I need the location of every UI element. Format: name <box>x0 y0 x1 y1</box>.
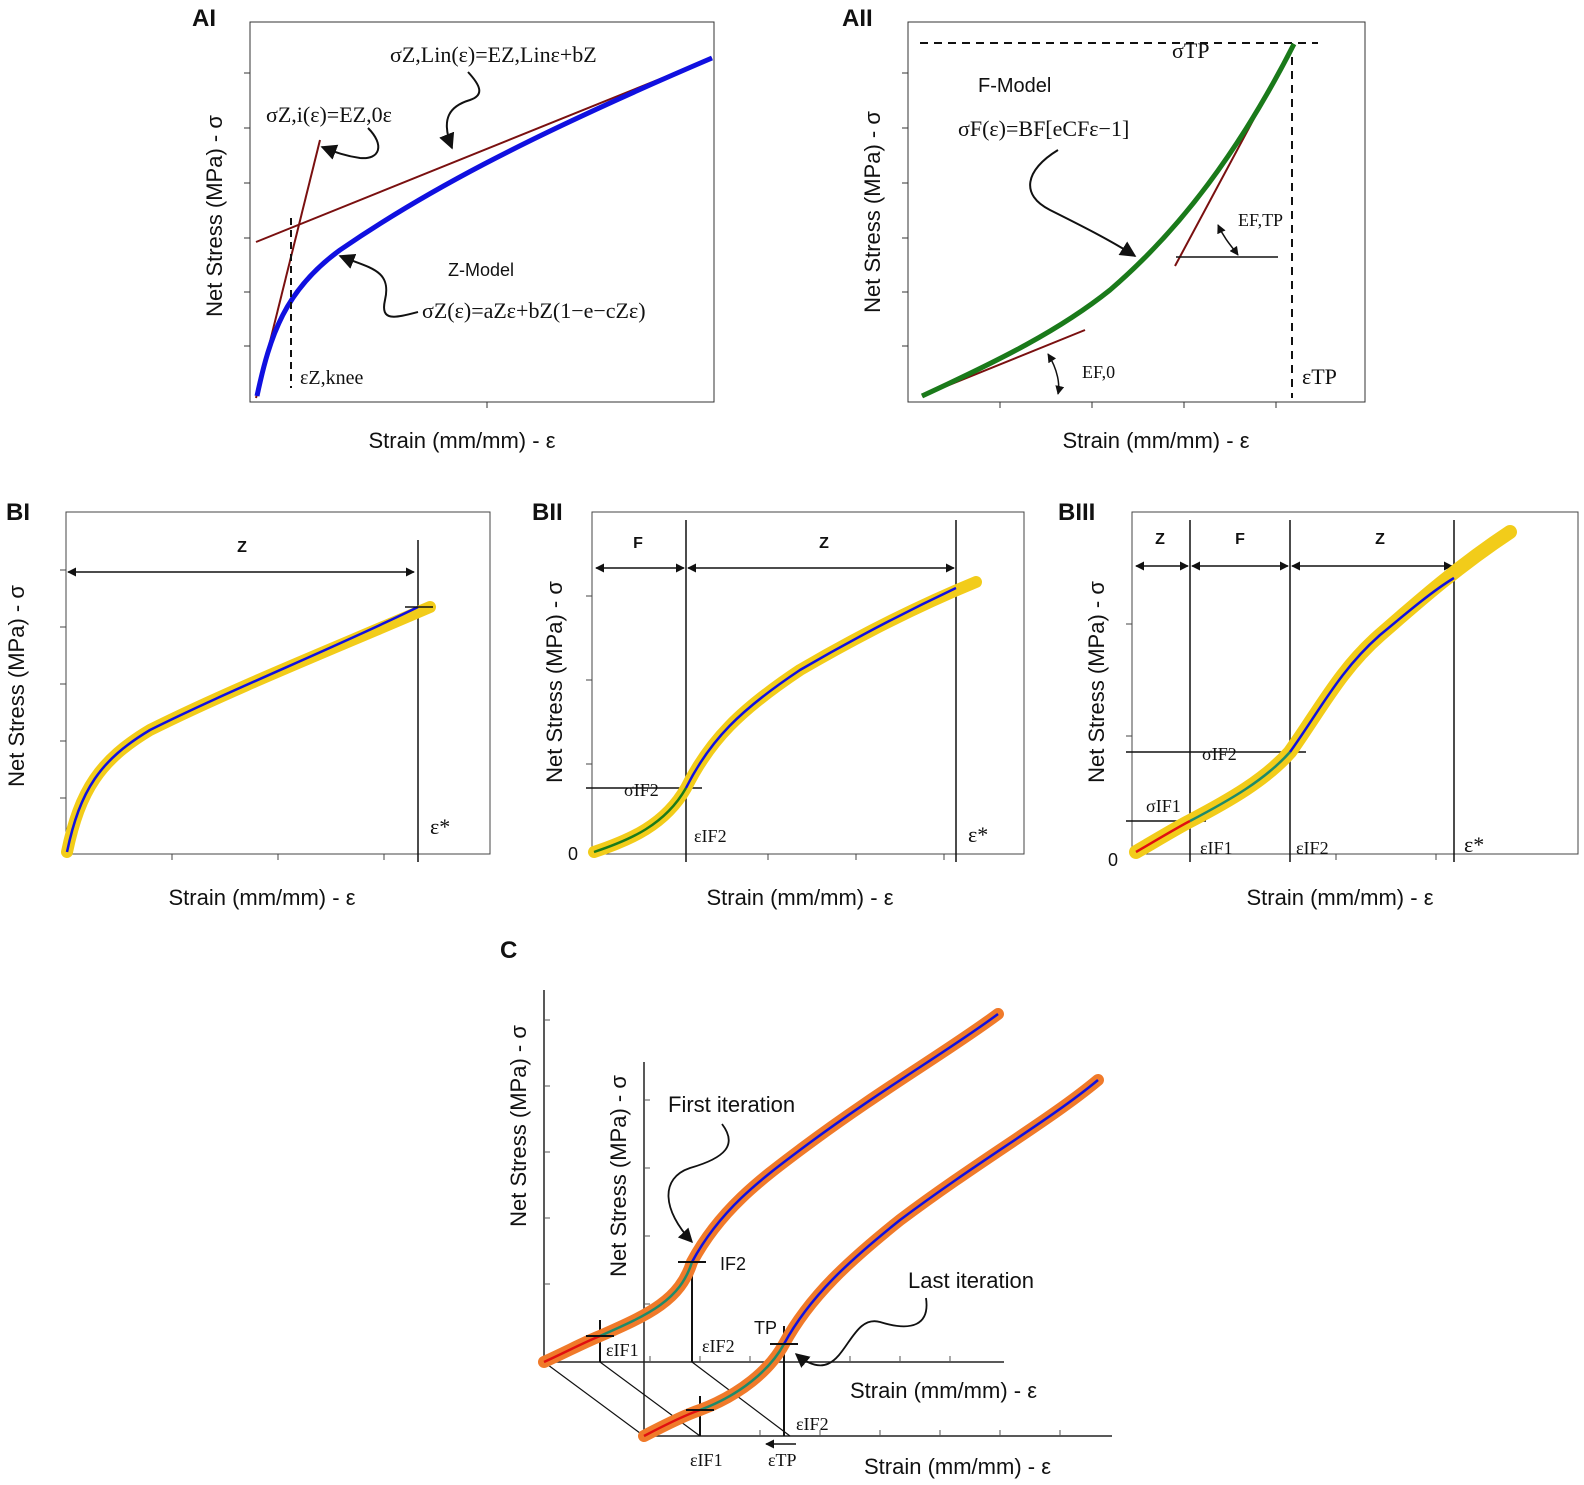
biii-zero: 0 <box>1108 850 1118 870</box>
biii-eps-if2: εIF2 <box>1296 838 1329 858</box>
aii-xlabel: Strain (mm/mm) - ε <box>1062 428 1249 453</box>
c-first-iteration-arrow <box>667 1123 730 1244</box>
c-last-iteration-label: Last iteration <box>908 1268 1034 1293</box>
bii-xlabel: Strain (mm/mm) - ε <box>706 885 893 910</box>
c-eps-tp: εTP <box>768 1450 797 1470</box>
bii-zero: 0 <box>568 844 578 864</box>
panel-label-aii: AII <box>842 5 873 32</box>
ai-ylabel: Net Stress (MPa) - σ <box>202 115 227 317</box>
c-eps-if2-back: εIF2 <box>702 1336 735 1356</box>
biii-zone-f: F <box>1235 531 1245 548</box>
aii-arrow-model <box>1029 149 1137 257</box>
biii-sigma-if1: σIF1 <box>1146 796 1181 816</box>
aii-sigma-tp: σTP <box>1172 38 1210 63</box>
c-first-iteration-label: First iteration <box>668 1092 795 1117</box>
ai-model-name: Z-Model <box>448 260 514 280</box>
c-front-axes <box>643 1062 1112 1437</box>
panel-bi: BI Z ε* Net Stress (MPa) - σ Strain (mm/… <box>4 499 491 910</box>
bii-f-fit <box>593 787 688 854</box>
ai-arrow-init <box>320 127 380 160</box>
bi-xlabel: Strain (mm/mm) - ε <box>168 885 355 910</box>
ai-axes <box>244 21 715 408</box>
bii-eps-if2: εIF2 <box>694 826 727 846</box>
panel-aii: AII σTP εTP F-Model σF(ε)=BF[eCFε−1] EF,… <box>842 5 1366 453</box>
c-eps-if1-front: εIF1 <box>690 1450 723 1470</box>
c-back-blue-fit <box>690 1012 999 1263</box>
ai-xlabel: Strain (mm/mm) - ε <box>368 428 555 453</box>
aii-model-name: F-Model <box>978 75 1051 97</box>
bi-zone-z: Z <box>237 539 247 556</box>
bi-eps-star: ε* <box>430 814 450 839</box>
panel-label-bii: BII <box>532 499 563 526</box>
ai-knee-label: εZ,knee <box>300 367 363 389</box>
biii-xlabel: Strain (mm/mm) - ε <box>1246 885 1433 910</box>
bi-axes <box>60 511 491 860</box>
bi-ylabel: Net Stress (MPa) - σ <box>4 585 29 787</box>
aii-angle-arc-0 <box>1047 353 1065 395</box>
ai-arrow-model <box>338 253 419 318</box>
panel-ai: AI εZ,knee σZ,Lin(ε)=EZ,Linε+bZ σZ,i(ε)=… <box>192 5 715 453</box>
aii-eps-tp: εTP <box>1302 364 1337 389</box>
biii-eps-if1: εIF1 <box>1200 838 1233 858</box>
biii-zone-z1: Z <box>1155 531 1165 548</box>
c-front-teal-fit <box>699 1343 786 1412</box>
bi-fit-curve <box>65 605 419 853</box>
c-ylabel-front: Net Stress (MPa) - σ <box>606 1075 631 1277</box>
panel-label-biii: BIII <box>1058 499 1095 526</box>
c-tp-label: TP <box>754 1318 777 1338</box>
c-projection-lines <box>543 1361 791 1437</box>
panel-label-bi: BI <box>6 499 30 526</box>
ai-arrow-lin <box>439 71 481 150</box>
c-back-red-fit <box>543 1334 601 1364</box>
aii-e-ftp: EF,TP <box>1238 210 1283 230</box>
aii-axes <box>902 21 1366 408</box>
c-xlabel-front: Strain (mm/mm) - ε <box>864 1454 1051 1479</box>
biii-teal-fit <box>1189 751 1291 823</box>
biii-axes <box>1126 511 1579 860</box>
c-eps-if1-back: εIF1 <box>606 1340 639 1360</box>
bi-data-band <box>61 601 436 858</box>
bii-axes <box>586 511 1025 860</box>
c-if2-label: IF2 <box>720 1254 746 1274</box>
biii-red-fit <box>1135 819 1191 854</box>
aii-e-f0: EF,0 <box>1082 362 1115 382</box>
aii-eq-model: σF(ε)=BF[eCFε−1] <box>958 116 1129 141</box>
bii-sigma-if2: σIF2 <box>624 780 659 800</box>
c-front-ticks <box>644 1099 1061 1436</box>
biii-blue-fit <box>1288 576 1455 753</box>
ai-eq-model: σZ(ε)=aZε+bZ(1−e−cZε) <box>422 298 646 323</box>
bii-data-band <box>588 576 982 858</box>
c-eps-if2-front: εIF2 <box>796 1414 829 1434</box>
aii-f-model-curve <box>920 42 1297 399</box>
biii-ylabel: Net Stress (MPa) - σ <box>1084 581 1109 783</box>
aii-ylabel: Net Stress (MPa) - σ <box>860 111 885 313</box>
bii-ylabel: Net Stress (MPa) - σ <box>542 581 567 783</box>
bii-z-fit <box>684 586 957 789</box>
panel-c: C <box>500 937 1112 1479</box>
aii-angle-arc-tp <box>1217 224 1239 256</box>
bii-eps-star: ε* <box>968 822 988 847</box>
c-back-teal-fit <box>599 1261 694 1338</box>
panel-label-ai: AI <box>192 5 216 32</box>
c-front-red-fit <box>643 1408 701 1438</box>
bii-zone-f: F <box>633 535 643 552</box>
panel-label-c: C <box>500 937 517 964</box>
biii-sigma-if2: σIF2 <box>1202 744 1237 764</box>
bii-zone-z: Z <box>819 535 829 552</box>
biii-eps-star: ε* <box>1464 832 1484 857</box>
ai-eq-lin: σZ,Lin(ε)=EZ,Linε+bZ <box>390 42 597 67</box>
ai-eq-init: σZ,i(ε)=EZ,0ε <box>266 102 392 127</box>
biii-zone-z2: Z <box>1375 531 1385 548</box>
c-xlabel-back: Strain (mm/mm) - ε <box>850 1378 1037 1403</box>
panel-biii: BIII Z F Z σIF2 σIF1 εIF1 εIF2 ε* 0 Net … <box>1058 499 1579 910</box>
c-front-blue-fit <box>782 1079 1099 1345</box>
ai-z-model-curve <box>254 55 713 397</box>
panel-bii: BII F Z σIF2 εIF2 ε* 0 Net Stress (MPa) … <box>532 499 1025 910</box>
c-last-iteration-arrow <box>794 1297 928 1368</box>
c-ylabel-back: Net Stress (MPa) - σ <box>506 1025 531 1227</box>
